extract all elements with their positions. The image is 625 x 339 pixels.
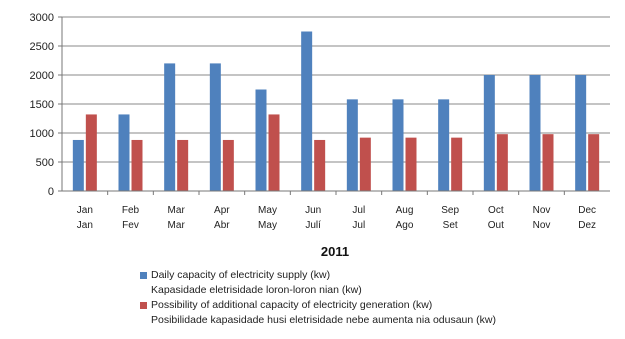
bar-additional xyxy=(314,139,326,191)
bar-supply xyxy=(346,99,358,191)
y-tick-label: 2000 xyxy=(30,70,54,82)
x-tick-label: Sep xyxy=(441,205,459,216)
x-tick-label-secondary: Nov xyxy=(533,220,551,231)
bar-additional xyxy=(268,114,280,191)
bar-additional xyxy=(177,139,189,191)
x-tick-label-secondary: Jul xyxy=(352,220,365,231)
legend-label-supply-secondary: Kapasidade eletrisidade loron-loron nian… xyxy=(151,284,362,296)
bar-additional xyxy=(359,137,371,191)
bar-chart: 0 500 1000 1500 2000 2500 3000 Jan Jan Feb Fev Mar… xyxy=(30,12,610,259)
bar-additional xyxy=(588,134,600,191)
bar-supply xyxy=(575,75,587,191)
bar-additional xyxy=(405,137,417,191)
x-tick-label: Oct xyxy=(488,205,504,216)
bar-supply xyxy=(72,139,84,191)
x-tick-label-secondary: Abr xyxy=(214,220,230,231)
bar-supply xyxy=(209,63,221,191)
y-tick-label: 0 xyxy=(48,186,54,198)
bar-additional xyxy=(131,139,143,191)
grid-lines xyxy=(62,16,610,163)
x-tick-label: Jul xyxy=(352,205,365,216)
y-tick-labels: 0 500 1000 1500 2000 2500 3000 xyxy=(30,12,62,198)
bar-supply xyxy=(255,89,267,191)
y-tick-label: 3000 xyxy=(30,12,54,24)
bar-additional xyxy=(496,134,508,191)
bar-supply xyxy=(438,99,450,191)
x-tick-label-secondary: Mar xyxy=(168,220,186,231)
legend-swatch-supply xyxy=(140,272,147,279)
x-tick-label-secondary: Set xyxy=(443,220,458,231)
x-tick-label-secondary: Jan xyxy=(77,220,93,231)
x-axis-title: 2011 xyxy=(321,244,349,259)
x-tick-label: Jun xyxy=(305,205,321,216)
bar-additional xyxy=(542,134,554,191)
bar-supply xyxy=(164,63,176,191)
bar-supply xyxy=(529,75,541,191)
legend-label-additional-secondary: Posibilidade kapasidade husi eletrisidad… xyxy=(151,314,496,326)
x-tick-label-secondary: May xyxy=(258,220,277,231)
x-tick-label-secondary: Dez xyxy=(578,220,596,231)
bar-supply xyxy=(392,99,404,191)
x-tick-label: Mar xyxy=(168,205,186,216)
x-tick-label: Aug xyxy=(396,205,414,216)
legend-label-additional: Possibility of additional capacity of el… xyxy=(151,299,433,311)
x-tick-label: Jan xyxy=(77,205,93,216)
x-tick-label: May xyxy=(258,205,277,216)
bar-additional xyxy=(451,137,463,191)
x-tick-label-secondary: Julí xyxy=(305,220,321,231)
x-tick-label: Feb xyxy=(122,205,140,216)
bar-supply xyxy=(483,75,495,191)
legend: Daily capacity of electricity supply (kw… xyxy=(140,268,496,328)
x-tick-label-secondary: Out xyxy=(488,220,504,231)
axes xyxy=(61,17,610,195)
y-tick-label: 2500 xyxy=(30,41,54,53)
bar-supply xyxy=(118,114,130,191)
legend-swatch-additional xyxy=(140,302,147,309)
x-tick-label-secondary: Ago xyxy=(396,220,414,231)
x-tick-labels: Jan Jan Feb Fev Mar Mar Apr Abr May May Jun Julí Jul… xyxy=(77,205,596,231)
x-tick-label: Dec xyxy=(578,205,596,216)
y-tick-label: 1000 xyxy=(30,128,54,140)
y-tick-label: 500 xyxy=(36,157,54,169)
x-tick-label: Apr xyxy=(214,205,230,216)
bar-supply xyxy=(301,31,313,191)
bars-group xyxy=(72,31,600,191)
bar-additional xyxy=(222,139,234,191)
bar-additional xyxy=(85,114,97,191)
x-tick-label-secondary: Fev xyxy=(122,220,139,231)
legend-label-supply: Daily capacity of electricity supply (kw… xyxy=(151,269,331,281)
x-tick-label: Nov xyxy=(533,205,551,216)
y-tick-label: 1500 xyxy=(30,99,54,111)
legend-item-additional: Possibility of additional capacity of el… xyxy=(140,298,496,328)
legend-item-supply: Daily capacity of electricity supply (kw… xyxy=(140,268,496,298)
